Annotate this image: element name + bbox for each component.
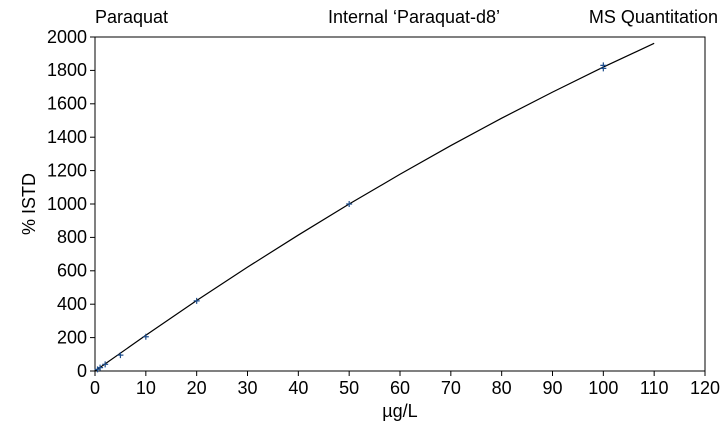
y-tick-label: 1800 (47, 60, 87, 80)
data-point (97, 364, 104, 371)
y-tick-label: 1000 (47, 194, 87, 214)
x-tick-label: 80 (492, 378, 512, 398)
x-tick-label: 110 (640, 378, 669, 398)
y-tick-label: 400 (57, 294, 87, 314)
x-tick-label: 60 (390, 378, 410, 398)
y-tick-label: 800 (57, 227, 87, 247)
data-point (117, 352, 124, 359)
x-tick-label: 70 (441, 378, 461, 398)
data-point (600, 65, 607, 72)
x-tick-label: 100 (588, 378, 618, 398)
y-tick-label: 2000 (47, 27, 87, 47)
y-axis-label: % ISTD (19, 173, 39, 235)
x-tick-label: 30 (237, 378, 257, 398)
plot-frame (94, 36, 706, 372)
x-tick-label: 120 (690, 378, 720, 398)
data-point (346, 201, 353, 207)
annotation: Paraquat (95, 7, 168, 27)
data-point (142, 333, 149, 340)
y-tick-label: 1600 (47, 94, 87, 114)
y-tick-label: 600 (57, 261, 87, 281)
x-tick-label: 50 (339, 378, 359, 398)
annotation: Internal ‘Paraquat-d8’ (328, 7, 500, 27)
fit-curve (94, 42, 655, 372)
x-tick-label: 0 (90, 378, 100, 398)
y-tick-label: 0 (77, 361, 87, 381)
x-tick-label: 40 (288, 378, 308, 398)
y-tick-label: 1400 (47, 127, 87, 147)
x-tick-label: 90 (542, 378, 562, 398)
y-tick-label: 200 (57, 327, 87, 347)
data-point (193, 297, 200, 304)
x-tick-label: 10 (136, 378, 156, 398)
data-point (102, 361, 109, 368)
y-tick-label: 1200 (47, 160, 87, 180)
x-axis-label: µg/L (382, 401, 417, 421)
x-tick-label: 20 (187, 378, 207, 398)
annotation: MS Quantitation (589, 7, 718, 27)
